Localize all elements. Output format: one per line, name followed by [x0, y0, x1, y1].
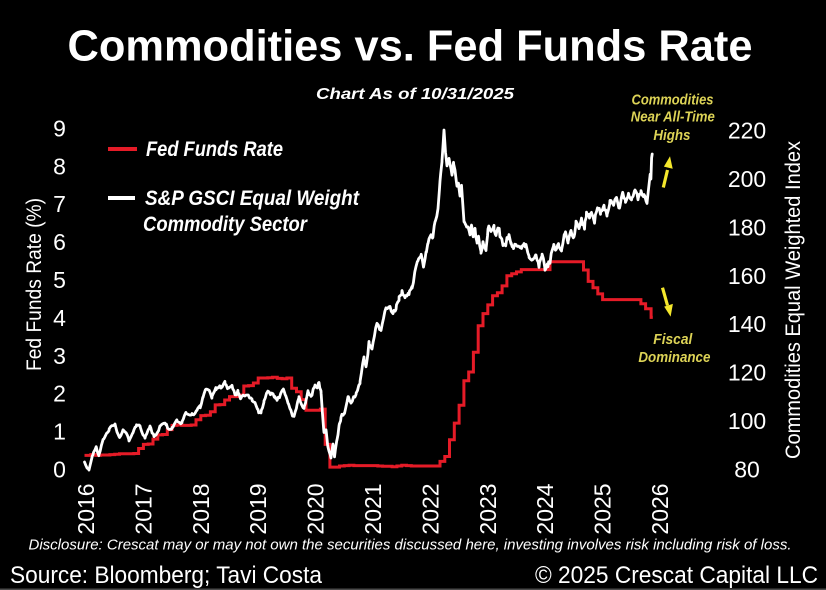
svg-text:Fed Funds Rate: Fed Funds Rate — [146, 138, 283, 161]
svg-text:2018: 2018 — [188, 483, 214, 534]
svg-text:Commodity Sector: Commodity Sector — [143, 213, 309, 236]
svg-text:2025: 2025 — [590, 483, 616, 534]
svg-text:2021: 2021 — [360, 483, 386, 534]
svg-text:Commodities vs. Fed Funds Rate: Commodities vs. Fed Funds Rate — [68, 22, 753, 71]
svg-text:Disclosure: Crescat may or may: Disclosure: Crescat may or may not own t… — [29, 537, 792, 554]
svg-text:Dominance: Dominance — [638, 349, 710, 366]
svg-text:100: 100 — [728, 408, 766, 434]
svg-text:© 2025 Crescat Capital LLC: © 2025 Crescat Capital LLC — [535, 562, 818, 589]
svg-text:2023: 2023 — [475, 483, 501, 534]
svg-text:220: 220 — [728, 118, 766, 144]
svg-text:1: 1 — [53, 419, 66, 445]
svg-text:Fed Funds Rate (%): Fed Funds Rate (%) — [23, 198, 46, 371]
svg-text:160: 160 — [728, 263, 766, 289]
svg-text:9: 9 — [53, 115, 66, 141]
svg-text:Highs: Highs — [653, 127, 690, 144]
svg-text:2017: 2017 — [130, 483, 156, 534]
svg-text:140: 140 — [728, 311, 766, 337]
svg-text:S&P GSCI Equal Weight: S&P GSCI Equal Weight — [145, 187, 360, 210]
svg-text:120: 120 — [728, 360, 766, 386]
svg-text:2026: 2026 — [647, 483, 673, 534]
svg-text:Near All-Time: Near All-Time — [631, 109, 715, 126]
svg-text:2022: 2022 — [417, 483, 443, 534]
svg-text:8: 8 — [53, 153, 66, 179]
svg-text:Commodities: Commodities — [632, 92, 714, 109]
svg-text:Source: Bloomberg; Tavi Costa: Source: Bloomberg; Tavi Costa — [10, 562, 323, 589]
svg-text:Fiscal: Fiscal — [653, 331, 693, 348]
svg-text:5: 5 — [53, 267, 66, 293]
svg-text:2024: 2024 — [532, 483, 558, 534]
svg-text:4: 4 — [53, 305, 66, 331]
svg-text:3: 3 — [53, 343, 66, 369]
svg-text:180: 180 — [728, 214, 766, 240]
svg-text:2020: 2020 — [303, 483, 329, 534]
svg-text:2: 2 — [53, 381, 66, 407]
svg-text:80: 80 — [734, 457, 760, 483]
svg-text:2016: 2016 — [73, 483, 99, 534]
svg-text:200: 200 — [728, 166, 766, 192]
svg-text:2019: 2019 — [245, 483, 271, 534]
svg-text:Commodities Equal Weighted Ind: Commodities Equal Weighted Index — [782, 141, 805, 459]
svg-text:7: 7 — [53, 191, 66, 217]
svg-text:6: 6 — [53, 229, 66, 255]
svg-text:0: 0 — [53, 457, 66, 483]
svg-text:Chart As of 10/31/2025: Chart As of 10/31/2025 — [316, 86, 515, 103]
